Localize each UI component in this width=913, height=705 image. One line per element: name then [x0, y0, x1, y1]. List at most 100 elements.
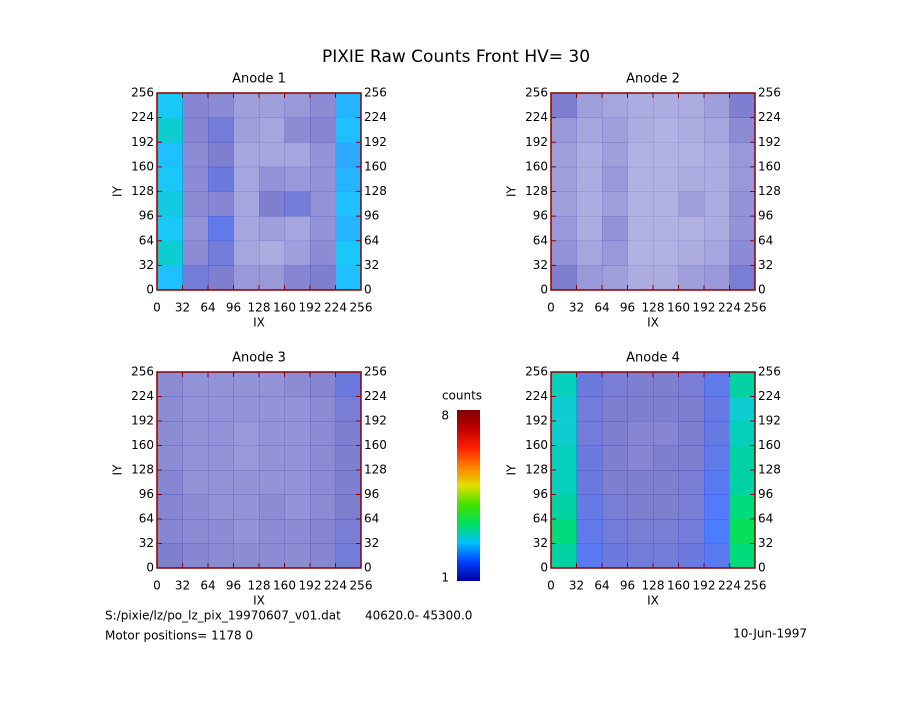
heatmap-cell [627, 265, 654, 291]
heatmap-cell [310, 265, 336, 291]
y-tick-label: 64 [533, 233, 548, 247]
heatmap-cell [627, 191, 654, 217]
heatmap-cell [157, 543, 183, 569]
y-tick-label-right: 160 [364, 159, 387, 173]
x-tick-label: 96 [620, 579, 635, 593]
heatmap-cell [208, 372, 234, 397]
heatmap-cell [551, 372, 577, 397]
heatmap-cell [208, 445, 234, 471]
heatmap-cell [335, 117, 362, 143]
heatmap-cell [602, 494, 628, 520]
heatmap-cell [576, 240, 603, 266]
heatmap-cell [602, 396, 628, 422]
heatmap-cell [208, 494, 234, 520]
heatmap-cell [233, 240, 260, 266]
y-tick-label: 128 [131, 184, 154, 198]
heatmap-cell [233, 519, 260, 544]
heatmap-cell [627, 519, 654, 544]
y-tick-label-right: 256 [364, 86, 387, 100]
y-tick-label: 128 [525, 463, 548, 477]
y-tick-label: 64 [139, 233, 154, 247]
y-tick-label-right: 256 [758, 86, 781, 100]
heatmap-cell [678, 519, 705, 544]
heatmap-cell [653, 494, 679, 520]
heatmap-cell [233, 166, 260, 192]
x-tick-label: 224 [718, 579, 741, 593]
heatmap-cell [335, 142, 362, 168]
heatmap-cell [576, 93, 603, 118]
heatmap-cell [182, 166, 209, 192]
y-tick-label: 192 [525, 135, 548, 149]
heatmap-cell [678, 543, 705, 569]
heatmap-cell [182, 519, 209, 544]
heatmap-cell [259, 445, 285, 471]
heatmap-cell [551, 93, 577, 118]
heatmap-cell [182, 494, 209, 520]
heatmap-cell [208, 543, 234, 569]
heatmap-cell [729, 396, 756, 422]
y-tick-label: 256 [525, 86, 548, 100]
heatmap-cell [602, 445, 628, 471]
y-tick-label: 256 [131, 86, 154, 100]
heatmap-cell [678, 240, 705, 266]
heatmap-cell [259, 166, 285, 192]
colorbar-tick-label: 8 [441, 409, 449, 423]
heatmap-cell [704, 216, 730, 242]
heatmap-cell [576, 117, 603, 143]
heatmap-cell [729, 240, 756, 266]
heatmap-cell [576, 421, 603, 446]
heatmap-cell [335, 93, 362, 118]
heatmap-cell [284, 142, 311, 168]
heatmap-cell [551, 421, 577, 446]
heatmap-cell [704, 396, 730, 422]
y-tick-label: 32 [533, 536, 548, 550]
heatmap-cell [602, 191, 628, 217]
heatmap-cell [182, 372, 209, 397]
heatmap-cell [729, 445, 756, 471]
y-tick-label-right: 224 [364, 110, 387, 124]
heatmap-cell [653, 240, 679, 266]
heatmap-cell [678, 494, 705, 520]
heatmap-cell [335, 519, 362, 544]
y-tick-label-right: 0 [758, 561, 766, 575]
y-tick-label: 224 [131, 389, 154, 403]
heatmap-cell [157, 421, 183, 446]
heatmap-cell [259, 265, 285, 291]
x-tick-label: 0 [547, 301, 555, 315]
heatmap-cell [259, 372, 285, 397]
heatmap-cell [233, 265, 260, 291]
heatmap-cell [335, 372, 362, 397]
heatmap-cell [653, 372, 679, 397]
heatmap-cell [653, 396, 679, 422]
heatmap-cell [551, 117, 577, 143]
y-tick-label: 64 [533, 512, 548, 526]
x-tick-label: 256 [350, 301, 373, 315]
heatmap-cell [259, 543, 285, 569]
heatmap-cell [182, 543, 209, 569]
heatmap-cell [157, 117, 183, 143]
y-tick-label: 224 [131, 110, 154, 124]
heatmap-cell [208, 240, 234, 266]
heatmap-cell [284, 93, 311, 118]
y-tick-label: 0 [540, 283, 548, 297]
heatmap-cell [310, 543, 336, 569]
heatmap-cell [284, 117, 311, 143]
colorbar [457, 410, 480, 581]
heatmap-cell [157, 93, 183, 118]
y-tick-label-right: 128 [364, 463, 387, 477]
x-tick-label: 96 [620, 301, 635, 315]
heatmap-cell [627, 421, 654, 446]
heatmap-cell [310, 396, 336, 422]
heatmap-cell [576, 396, 603, 422]
heatmap-cell [233, 421, 260, 446]
heatmap-cell [208, 117, 234, 143]
x-tick-label: 128 [642, 301, 665, 315]
heatmap-cell [208, 265, 234, 291]
heatmap-cell [208, 166, 234, 192]
heatmap-cell [310, 240, 336, 266]
y-tick-label: 256 [131, 365, 154, 379]
heatmap-cell [602, 543, 628, 569]
heatmap-cell [182, 265, 209, 291]
heatmap-cell [182, 142, 209, 168]
heatmap-cell [729, 372, 756, 397]
